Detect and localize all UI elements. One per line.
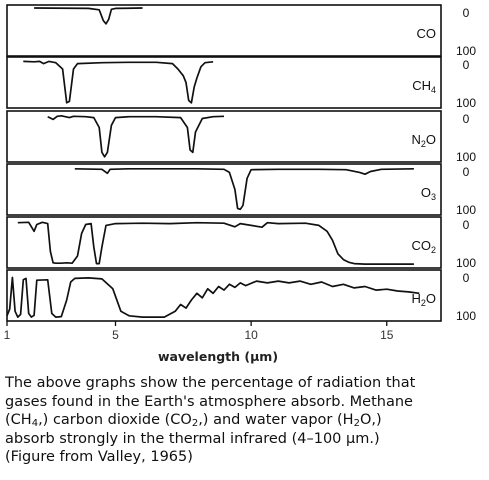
y-tick-label-0: 0 [463, 112, 470, 126]
label-main: CO [417, 26, 437, 41]
label-subscript: 2 [431, 245, 436, 255]
panel-label-4: O3 [421, 185, 436, 202]
caption-line-2: gases found in the Earth's atmosphere ab… [5, 393, 413, 410]
y-tick-label-0: 0 [463, 6, 470, 20]
caption-line-3: (CH4,) carbon dioxide (CO2,) and water v… [5, 411, 487, 430]
label-tail: O [426, 291, 436, 306]
caption-line-4: absorb strongly in the thermal infrared … [5, 430, 380, 447]
panel-frame [6, 4, 442, 57]
caption-line-1: The above graphs show the percentage of … [5, 375, 416, 391]
panel-frame [6, 110, 442, 163]
y-tick-label-100: 100 [456, 96, 476, 110]
y-tick-label-0: 0 [463, 218, 470, 232]
panel-2: CH4 0 100 [6, 56, 476, 110]
y-tick-label-100: 100 [456, 150, 476, 164]
panel-frame [6, 56, 442, 109]
absorption-curve-1 [34, 7, 143, 25]
caption-line-3-part-d: O,) [359, 412, 382, 428]
panel-6: H2O 0 100 [6, 269, 476, 323]
absorption-figure: CO0100CH40100N2O0100O30100CO20100H2O0100… [4, 4, 476, 364]
absorption-curve-4 [74, 167, 414, 211]
x-axis-label: wavelength (μm) [158, 349, 278, 364]
panel-1: CO 0 100 [6, 4, 476, 58]
panel-4: O3 0 100 [6, 163, 476, 217]
y-tick-label-100: 100 [456, 203, 476, 217]
y-tick-label-0: 0 [463, 58, 470, 72]
figure-caption: The above graphs show the percentage of … [5, 374, 487, 467]
caption-line-3-part-b: ,) carbon dioxide (CO [38, 412, 192, 428]
label-subscript: 2 [421, 298, 426, 308]
absorption-curve-2 [23, 60, 214, 104]
label-subscript: 4 [431, 85, 436, 95]
y-tick-label-0: 0 [463, 165, 470, 179]
x-axis: 1 5 10 15 [4, 321, 394, 342]
panel-label-2: CH4 [412, 78, 436, 95]
panel-3: N2O 0 100 [6, 110, 476, 164]
label-main: O [421, 185, 431, 200]
panel-label-1: CO [417, 26, 437, 41]
label-subscript: 2 [421, 139, 426, 149]
caption-h2o-subscript: 2 [353, 418, 360, 429]
panel-5: CO2 0 100 [6, 216, 476, 270]
x-tick-label-10: 10 [244, 328, 258, 342]
y-tick-label-100: 100 [456, 44, 476, 58]
absorption-curve-5 [17, 221, 414, 265]
caption-ch4-subscript: 4 [31, 418, 39, 429]
label-main: H [411, 291, 420, 306]
panel-frame [6, 216, 442, 269]
panel-frame [6, 269, 442, 322]
panel-label-6: H2O [411, 291, 436, 308]
panel-label-3: N2O [411, 132, 436, 149]
y-tick-label-0: 0 [463, 271, 470, 285]
absorption-curve-6 [6, 276, 420, 318]
label-subscript: 3 [431, 192, 436, 202]
x-tick-label-1: 1 [4, 328, 11, 342]
x-tick-label-5: 5 [112, 328, 119, 342]
absorption-curve-3 [47, 114, 225, 158]
caption-line-5: (Figure from Valley, 1965) [5, 449, 193, 465]
caption-co2-subscript: 2 [191, 418, 199, 429]
panel-label-5: CO2 [411, 238, 436, 255]
label-tail: O [426, 132, 436, 147]
y-tick-label-100: 100 [456, 309, 476, 323]
caption-line-3-part-a: (CH [5, 412, 32, 428]
label-main: N [411, 132, 420, 147]
label-main: CH [412, 78, 431, 93]
caption-line-3-part-c: ,) and water vapor (H [198, 412, 354, 428]
label-main: CO [411, 238, 431, 253]
panel-frame [6, 163, 442, 216]
y-tick-label-100: 100 [456, 256, 476, 270]
x-tick-label-15: 15 [380, 328, 394, 342]
